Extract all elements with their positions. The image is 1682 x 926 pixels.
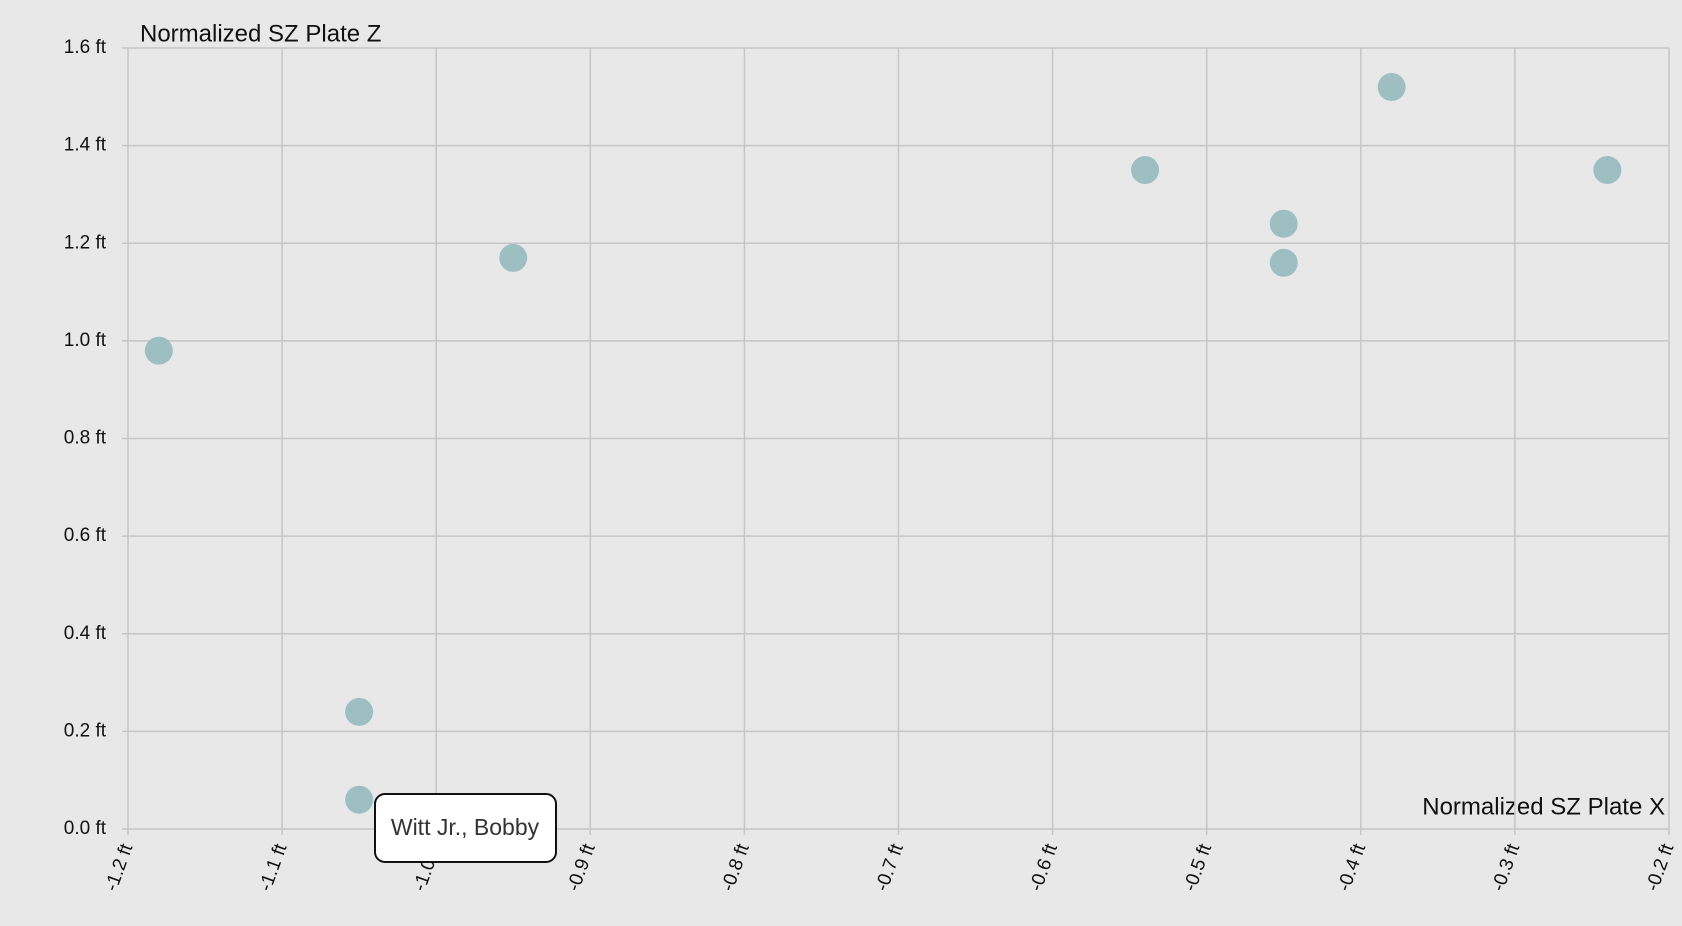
data-point[interactable] (1269, 209, 1298, 238)
tooltip-box (374, 793, 557, 863)
y-tick-label: 0.0 ft (64, 818, 107, 839)
y-tick-label: 1.0 ft (64, 330, 107, 351)
x-tick-label: -0.4 ft (1334, 841, 1371, 895)
y-axis-title: Normalized SZ Plate Z (140, 20, 381, 47)
data-point[interactable] (1593, 156, 1622, 185)
y-tick-label: 0.2 ft (64, 720, 107, 741)
data-point[interactable] (499, 243, 528, 272)
x-tick-label: -1.1 ft (255, 841, 292, 895)
data-point[interactable] (1269, 248, 1298, 277)
y-tick-label: 1.2 ft (64, 232, 107, 253)
tooltip-text: Witt Jr., Bobby (391, 814, 540, 840)
y-tick-label: 0.8 ft (64, 428, 107, 449)
y-tick-label: 0.4 ft (64, 623, 107, 644)
x-tick-label: -0.7 ft (872, 841, 909, 895)
x-tick-label: -1.2 ft (101, 841, 138, 895)
data-point[interactable] (1377, 73, 1406, 102)
x-tick-label: -0.2 ft (1642, 841, 1679, 895)
x-tick-label: -0.8 ft (717, 841, 754, 895)
data-point[interactable] (1131, 156, 1160, 185)
data-point[interactable] (345, 785, 374, 814)
y-tick-label: 0.6 ft (64, 525, 107, 546)
x-tick-label: -0.5 ft (1180, 841, 1217, 895)
x-tick-label: -0.9 ft (563, 841, 600, 895)
x-tick-label: -0.3 ft (1488, 841, 1525, 895)
data-point[interactable] (345, 697, 374, 726)
x-tick-label: -0.6 ft (1026, 841, 1063, 895)
data-point[interactable] (144, 336, 173, 365)
x-axis-title: Normalized SZ Plate X (1422, 793, 1665, 820)
y-tick-label: 1.4 ft (64, 135, 107, 156)
y-tick-label: 1.6 ft (64, 37, 107, 58)
